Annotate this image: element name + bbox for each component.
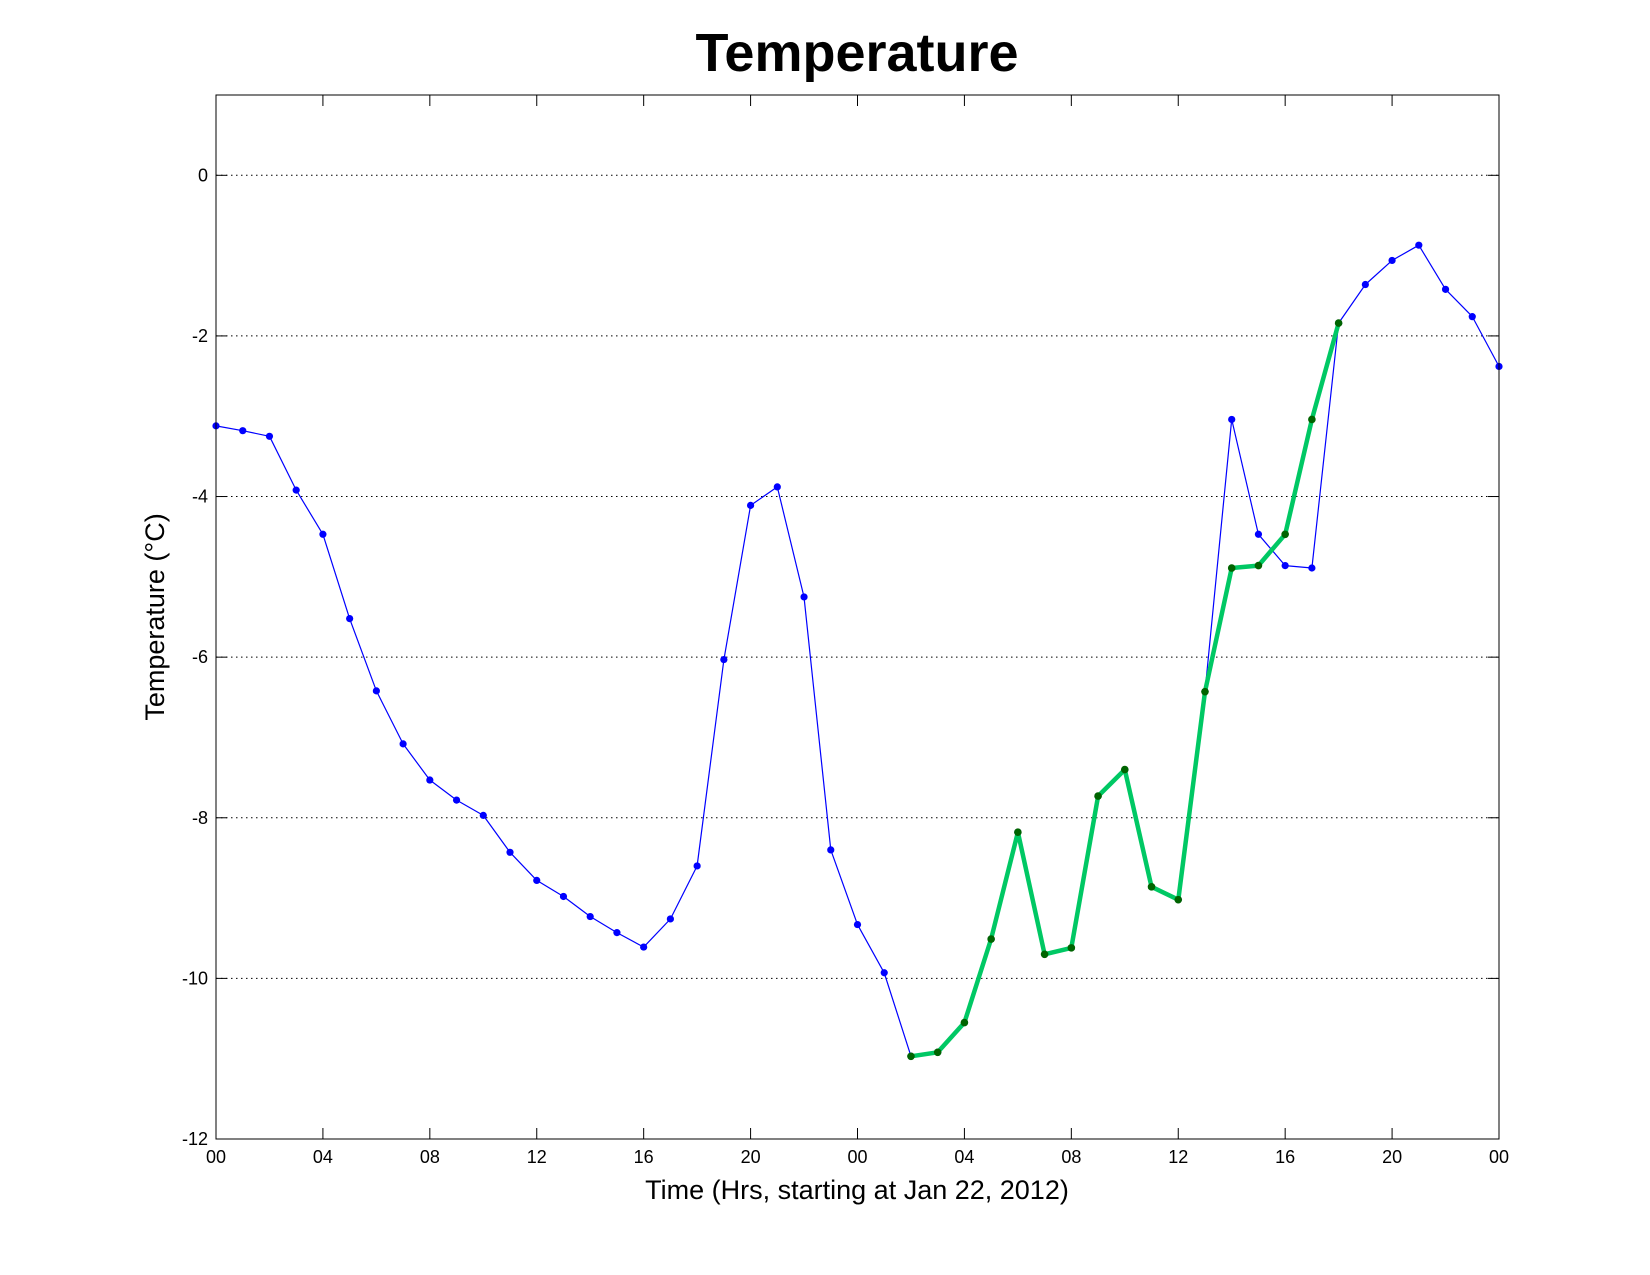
data-point xyxy=(827,846,835,854)
data-point xyxy=(1067,944,1076,952)
plot-area xyxy=(216,95,1499,1139)
data-point xyxy=(693,862,701,870)
data-point xyxy=(319,530,327,538)
data-point xyxy=(426,776,434,784)
x-tick-label: 00 xyxy=(1489,1147,1509,1167)
data-point xyxy=(1415,241,1423,249)
x-tick-label: 04 xyxy=(313,1147,333,1167)
x-tick-label: 20 xyxy=(1382,1147,1402,1167)
y-tick-label: -12 xyxy=(182,1129,208,1149)
y-tick-label: 0 xyxy=(198,165,208,185)
data-point xyxy=(399,740,407,748)
data-point xyxy=(1227,564,1236,572)
data-point xyxy=(613,929,621,937)
data-point xyxy=(1281,530,1289,539)
x-tick-label: 12 xyxy=(1168,1147,1188,1167)
data-point xyxy=(1468,313,1476,321)
x-tick-label: 00 xyxy=(847,1147,867,1167)
data-point xyxy=(773,483,781,491)
data-point xyxy=(800,593,808,601)
data-point xyxy=(372,687,380,695)
data-point xyxy=(1120,765,1129,774)
data-point xyxy=(880,969,888,977)
data-point xyxy=(1040,950,1049,959)
x-tick-label: 08 xyxy=(1061,1147,1081,1167)
data-point xyxy=(1228,415,1236,424)
x-tick-label: 20 xyxy=(741,1147,761,1167)
x-tick-label: 16 xyxy=(1275,1147,1295,1167)
data-point xyxy=(559,892,568,901)
y-tick-label: -6 xyxy=(192,647,208,667)
data-point xyxy=(853,920,862,929)
y-axis-label: Temperature (°C) xyxy=(140,513,170,720)
data-point xyxy=(239,427,247,435)
data-point xyxy=(720,655,728,664)
y-tick-label: -2 xyxy=(192,326,208,346)
gridlines xyxy=(216,174,1499,979)
data-point xyxy=(506,848,514,856)
data-point xyxy=(907,1052,915,1061)
y-tick-label: -8 xyxy=(192,808,208,828)
data-point xyxy=(586,912,594,921)
chart-title: Temperature xyxy=(695,23,1018,83)
data-point xyxy=(1201,687,1209,696)
data-point xyxy=(1254,561,1263,570)
y-tick-label: -10 xyxy=(182,968,208,988)
data-point xyxy=(1281,562,1289,570)
data-point xyxy=(1441,285,1450,293)
data-point xyxy=(1308,415,1316,424)
series-1 xyxy=(907,319,1343,1061)
data-point xyxy=(1174,895,1183,904)
x-tick-label: 00 xyxy=(206,1147,226,1167)
data-point xyxy=(1361,280,1369,289)
x-axis-ticks: 00 04 08 12 16 20 00 04 08 12 16 20 00 xyxy=(206,95,1509,1167)
data-point xyxy=(960,1018,969,1027)
y-axis-ticks: -12 -10 -8 -6 -4 -2 0 xyxy=(182,165,1499,1149)
data-point xyxy=(987,935,995,943)
data-point xyxy=(533,876,541,885)
x-axis-label: Time (Hrs, starting at Jan 22, 2012) xyxy=(645,1175,1069,1205)
data-point xyxy=(1334,319,1343,327)
data-point xyxy=(1014,828,1022,837)
data-point xyxy=(292,486,300,494)
x-tick-label: 12 xyxy=(527,1147,547,1167)
data-point xyxy=(933,1048,942,1057)
data-point xyxy=(746,501,755,509)
series-group xyxy=(212,241,1503,1061)
data-point xyxy=(1094,792,1102,800)
data-point xyxy=(265,432,274,440)
data-point xyxy=(452,796,461,804)
data-point xyxy=(1254,530,1263,538)
data-point xyxy=(1388,256,1396,265)
y-tick-label: -4 xyxy=(192,487,208,507)
data-point xyxy=(1147,883,1156,891)
data-point xyxy=(640,943,648,951)
x-tick-label: 16 xyxy=(634,1147,654,1167)
data-point xyxy=(479,811,487,819)
data-point xyxy=(1308,564,1316,572)
x-tick-label: 08 xyxy=(420,1147,440,1167)
data-point xyxy=(666,915,674,923)
x-tick-label: 04 xyxy=(954,1147,974,1167)
data-point xyxy=(346,615,354,623)
